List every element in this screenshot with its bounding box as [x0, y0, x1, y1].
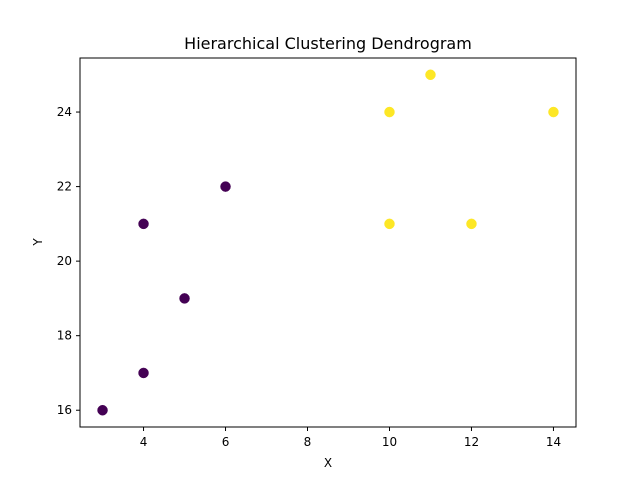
data-point: [548, 106, 559, 118]
x-tick-label: 14: [546, 435, 561, 449]
y-tick-label: 24: [57, 105, 72, 119]
data-point: [466, 218, 477, 230]
x-axis-label: X: [324, 456, 332, 470]
y-axis-label: Y: [31, 238, 45, 247]
y-tick-label: 16: [57, 403, 72, 417]
y-tick-label: 18: [57, 329, 72, 343]
data-point: [97, 404, 108, 416]
data-point: [138, 367, 149, 379]
chart-title: Hierarchical Clustering Dendrogram: [184, 34, 472, 53]
y-tick-label: 20: [57, 254, 72, 268]
x-tick-label: 12: [464, 435, 479, 449]
data-point: [384, 218, 395, 230]
x-tick-label: 6: [222, 435, 230, 449]
x-tick-label: 10: [382, 435, 397, 449]
data-point: [220, 181, 231, 192]
y-axis-ticks: 16 18 20 22 24: [57, 105, 80, 417]
x-axis-ticks: 4 6 8 10 12 14: [140, 427, 561, 449]
plot-frame: [79, 57, 577, 428]
data-point: [138, 218, 149, 230]
data-point: [425, 69, 436, 81]
x-tick-label: 8: [304, 435, 312, 449]
data-points: [97, 69, 559, 416]
x-tick-label: 4: [140, 435, 148, 449]
data-point: [179, 293, 190, 304]
y-tick-label: 22: [57, 180, 72, 194]
data-point: [384, 106, 395, 118]
plot-area: [79, 57, 577, 428]
